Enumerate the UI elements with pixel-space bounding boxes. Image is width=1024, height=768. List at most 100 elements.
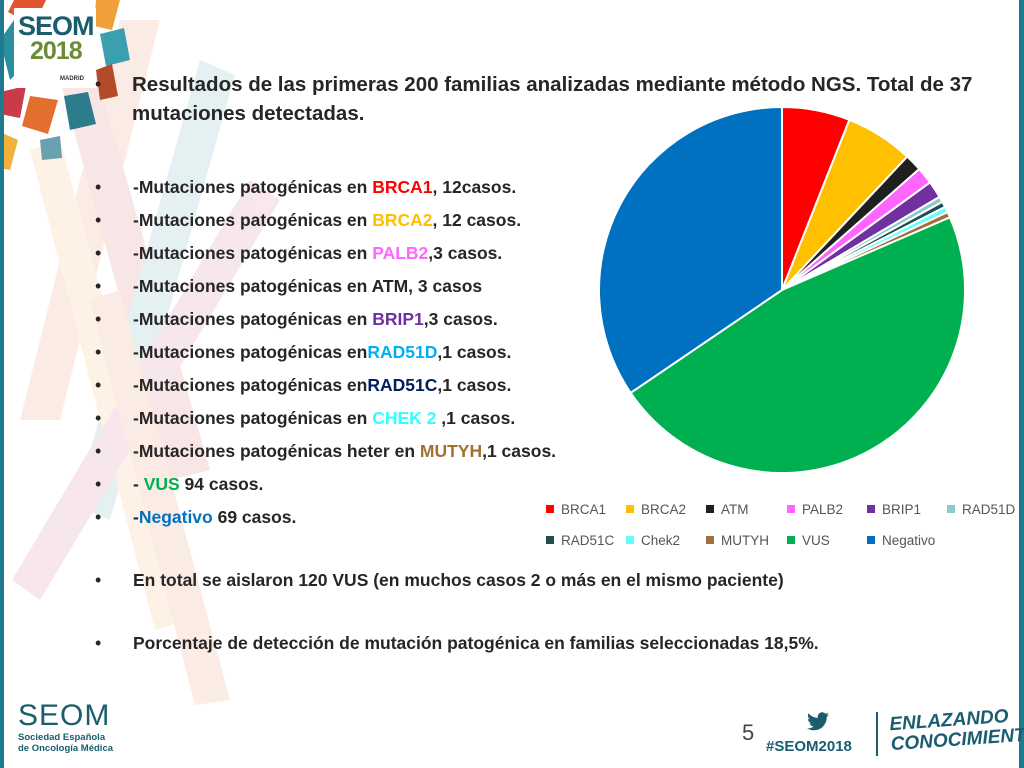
legend-label: VUS <box>802 533 830 548</box>
legend-label: Chek2 <box>641 533 681 548</box>
bullet-marker: • <box>95 474 102 494</box>
legend-label: ATM <box>721 502 749 517</box>
item-suffix-text: , 12casos. <box>432 177 517 197</box>
mutation-list-item: -Negativo 69 casos. <box>133 507 296 527</box>
summary-detection-text: Porcentaje de detección de mutación pato… <box>133 633 819 653</box>
item-prefix-text: -Mutaciones patogénicas en <box>133 177 373 197</box>
item-highlight-text: PALB2 <box>372 243 429 263</box>
bullet-marker: • <box>95 210 102 230</box>
legend-item: RAD51C <box>546 533 614 549</box>
item-prefix-text: -Mutaciones patogénicas en <box>133 408 373 428</box>
mutation-list-item: - VUS 94 casos. <box>133 474 263 494</box>
item-prefix-text: -Mutaciones patogénicas en <box>133 243 373 263</box>
bullet-marker: • <box>95 177 102 197</box>
left-accent-bar <box>0 0 4 768</box>
item-highlight-text: VUS <box>143 474 180 494</box>
pie-slice-negativo <box>597 105 783 395</box>
item-suffix-text: 94 casos. <box>179 474 264 494</box>
footer-sub-line1: Sociedad Española <box>18 732 106 743</box>
legend-label: PALB2 <box>802 502 844 517</box>
item-suffix-text: , 12 casos. <box>432 210 522 230</box>
summary-vus-text: En total se aislaron 120 VUS (en muchos … <box>133 570 784 590</box>
legend-label: RAD51C <box>561 533 615 548</box>
item-suffix-text: ,3 casos. <box>428 243 503 263</box>
mutation-list-item: -Mutaciones patogénicas heter en MUTYH,1… <box>133 441 556 461</box>
legend-swatch <box>546 505 554 514</box>
legend-item: RAD51D <box>947 502 1015 518</box>
mutation-list-item: -Mutaciones patogénicas enRAD51C,1 casos… <box>133 375 511 395</box>
bullet-marker: • <box>95 375 102 395</box>
legend-swatch <box>626 536 634 545</box>
item-highlight-text: CHEK 2 <box>372 408 442 428</box>
item-highlight-text: MUTYH <box>419 441 483 461</box>
seom-footer-logo: SEOM Sociedad Española de Oncología Médi… <box>18 699 114 755</box>
legend-item: BRCA1 <box>546 502 606 518</box>
mutation-list-item: -Mutaciones patogénicas en BRIP1,3 casos… <box>133 309 498 329</box>
mutation-list-item: -Mutaciones patogénicas en BRCA2, 12 cas… <box>133 210 521 230</box>
twitter-icon <box>807 712 829 731</box>
item-prefix-text: -Mutaciones patogénicas heter en <box>133 441 420 461</box>
mutation-list-item: -Mutaciones patogénicas en ATM, 3 casos <box>133 276 482 296</box>
pie-slice-vus <box>629 216 966 475</box>
legend-item: Negativo <box>867 533 935 549</box>
legend-swatch <box>947 505 955 514</box>
slide-title: Resultados de las primeras 200 familias … <box>132 73 973 125</box>
item-suffix-text: ,1 casos. <box>437 342 512 362</box>
item-prefix-text: -Mutaciones patogénicas en <box>133 309 373 329</box>
legend-item: BRIP1 <box>867 502 921 518</box>
bullet-marker: • <box>95 309 102 329</box>
legend-label: MUTYH <box>721 533 769 548</box>
legend-swatch <box>626 505 634 514</box>
item-suffix-text: 69 casos. <box>212 507 297 527</box>
item-highlight-text: RAD51D <box>367 342 438 362</box>
legend-swatch <box>706 505 714 514</box>
legend-swatch <box>706 536 714 545</box>
logo-year-text: 2018 <box>30 37 83 65</box>
item-prefix-text: -Mutaciones patogénicas en <box>133 210 373 230</box>
item-suffix-text: ,1 casos. <box>482 441 557 461</box>
legend-swatch <box>787 505 795 514</box>
footer-seom-text: SEOM <box>18 699 111 732</box>
legend-swatch <box>546 536 554 545</box>
legend-item: VUS <box>787 533 830 549</box>
bullet-marker: • <box>95 408 102 428</box>
logo-seom-text: SEOM <box>18 11 95 41</box>
bullet-marker: • <box>95 342 102 362</box>
bullet-marker: • <box>95 570 102 590</box>
item-suffix-text: ,1 casos. <box>437 375 512 395</box>
item-prefix-text: - <box>133 474 144 494</box>
legend-swatch <box>867 536 875 545</box>
legend-swatch <box>787 536 795 545</box>
item-suffix-text: ,1 casos. <box>441 408 516 428</box>
item-highlight-text: BRCA2 <box>372 210 433 230</box>
legend-label: BRCA1 <box>561 502 607 517</box>
bullet-marker: • <box>95 507 102 527</box>
legend-item: MUTYH <box>706 533 769 549</box>
footer-divider <box>876 712 878 756</box>
bullet-marker: • <box>95 441 102 461</box>
item-highlight-text: BRCA1 <box>372 177 433 197</box>
item-prefix-text: -Mutaciones patogénicas en <box>133 342 368 362</box>
mutation-list-item: -Mutaciones patogénicas en PALB2,3 casos… <box>133 243 502 263</box>
legend-item: Chek2 <box>626 533 680 549</box>
bullet-marker: • <box>95 633 102 653</box>
item-highlight-text: Negativo <box>138 507 213 527</box>
item-prefix-text: -Mutaciones patogénicas en ATM, 3 casos <box>133 276 483 296</box>
right-accent-bar <box>1019 0 1024 768</box>
seom-2018-logo: SEOM 2018 MADRID <box>14 8 96 88</box>
legend-item: BRCA2 <box>626 502 686 518</box>
bullet-marker: • <box>95 243 102 263</box>
footer-sub-line2: de Oncología Médica <box>18 743 114 754</box>
bullet-marker: • <box>95 276 102 296</box>
legend-swatch <box>867 505 875 514</box>
item-suffix-text: ,3 casos. <box>423 309 498 329</box>
mutation-list-item: -Mutaciones patogénicas en CHEK 2 ,1 cas… <box>133 408 515 428</box>
hashtag-text: #SEOM2018 <box>766 738 852 755</box>
pie-chart <box>597 105 966 475</box>
page-number: 5 <box>742 720 755 745</box>
legend-label: BRIP1 <box>882 502 922 517</box>
logo-city-text: MADRID <box>60 76 84 82</box>
bullet-marker: • <box>95 74 102 94</box>
